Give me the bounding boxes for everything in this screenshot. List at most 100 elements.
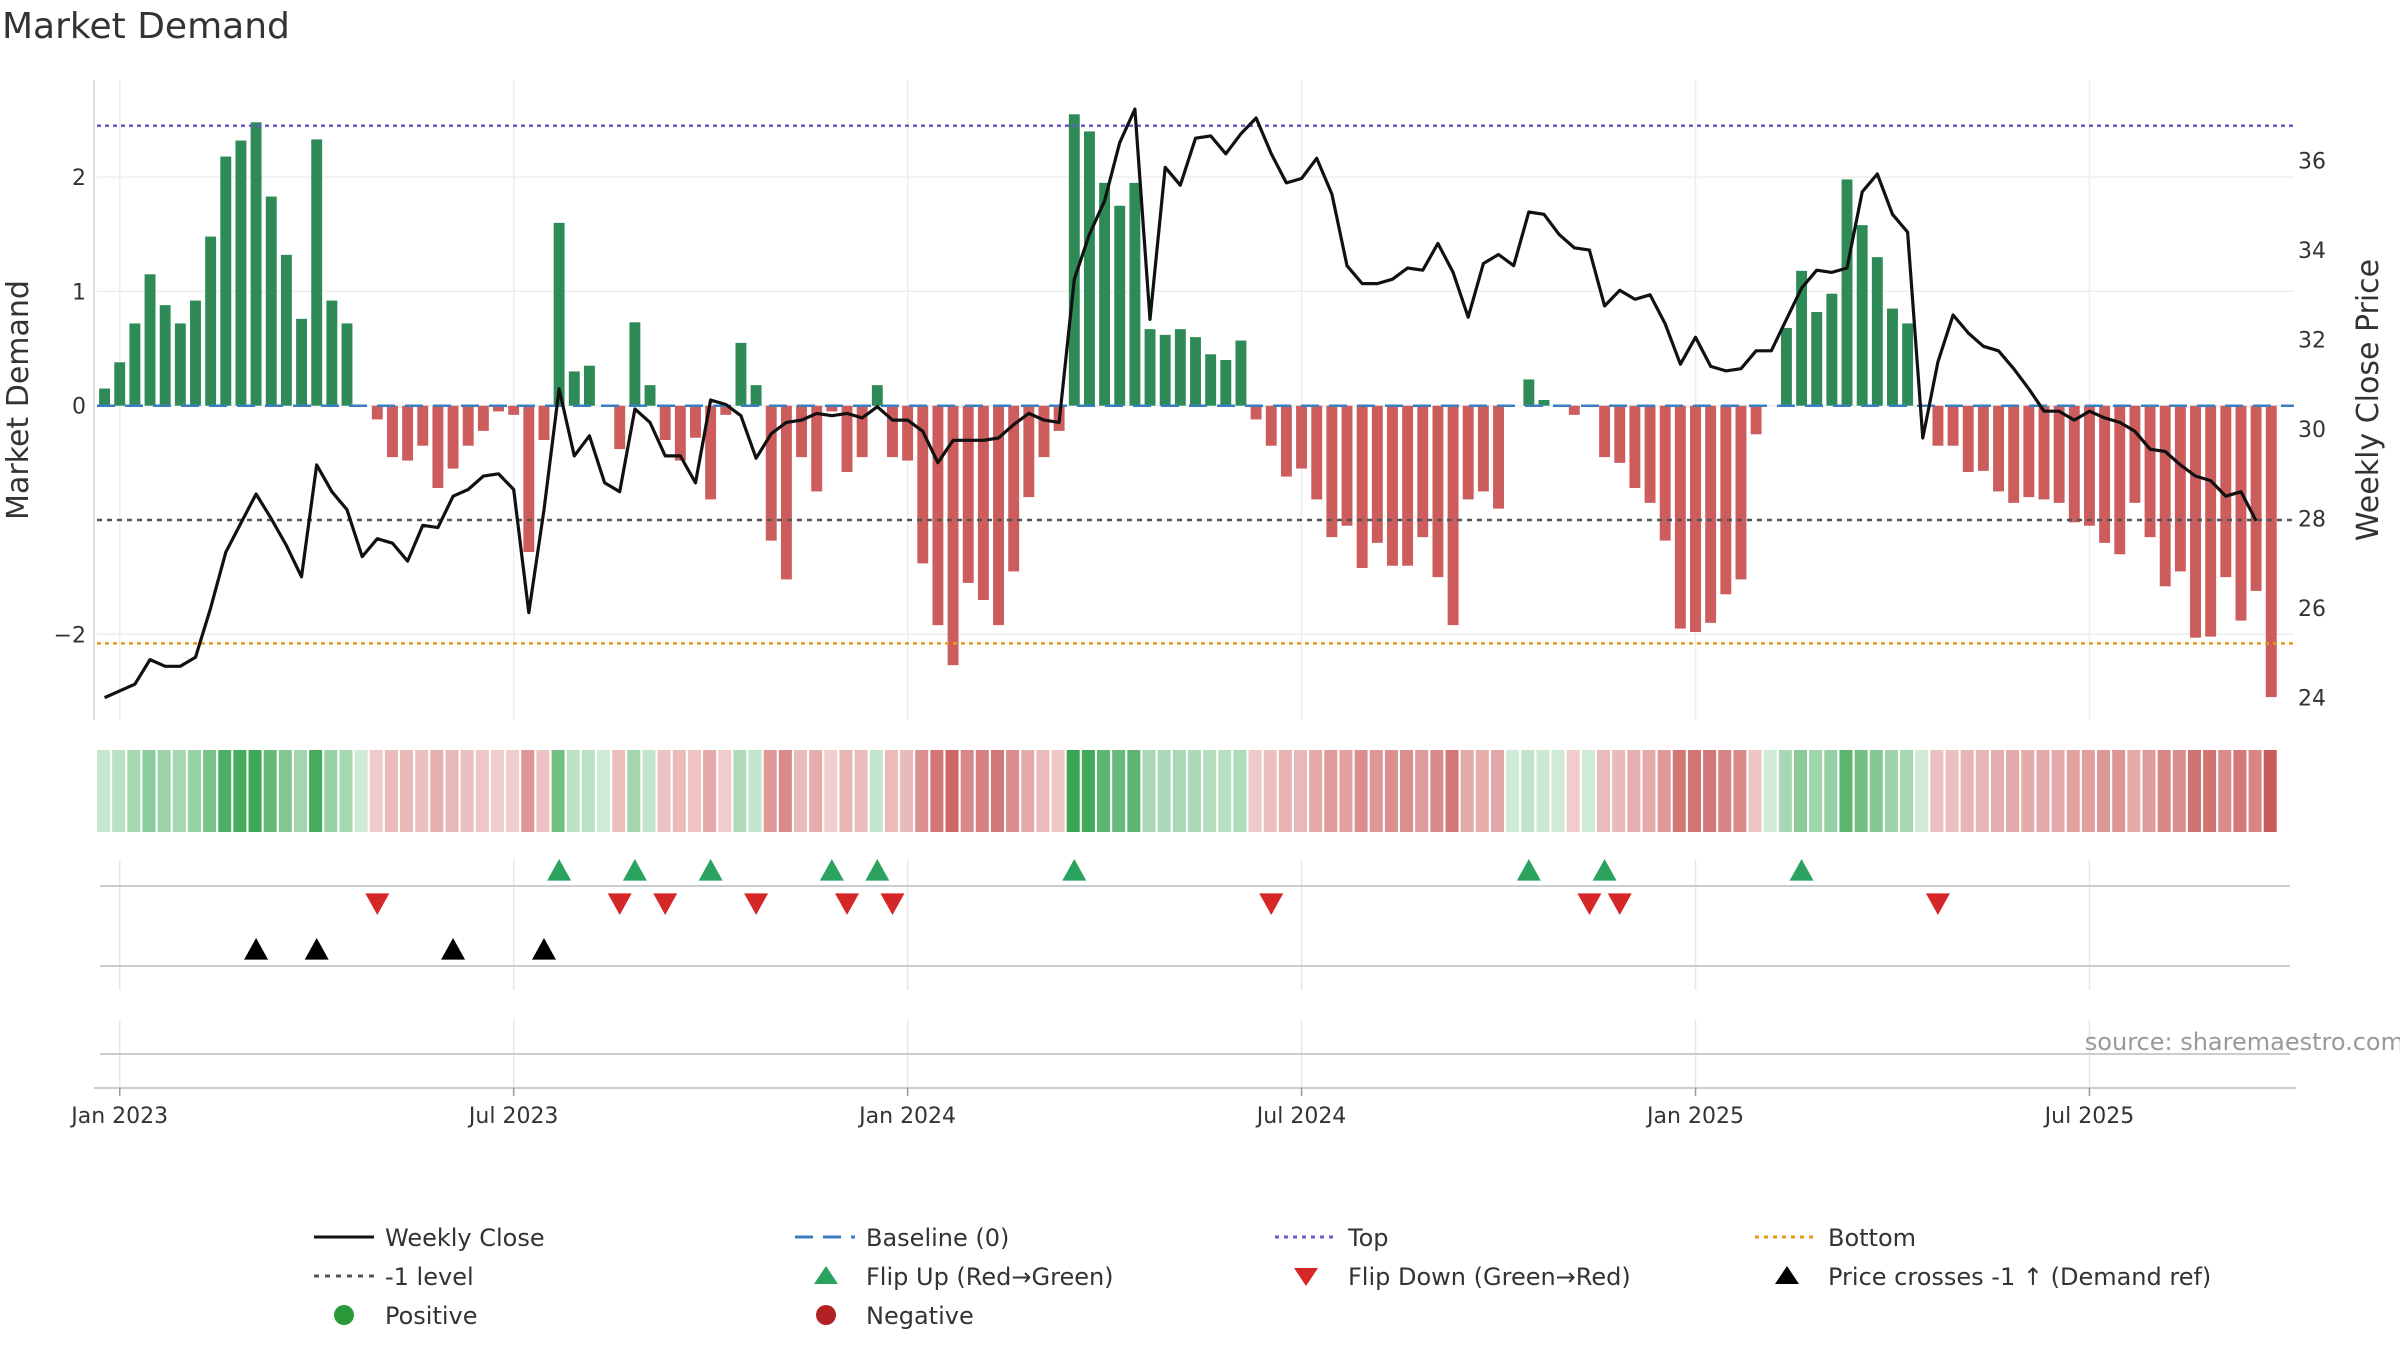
heat-cell [1263, 750, 1277, 832]
heat-cell [1990, 750, 2004, 832]
y-tick-label: −2 [54, 623, 86, 648]
heat-cell [384, 750, 398, 832]
negative-demand-bar [2144, 405, 2156, 538]
negative-demand-bar [1735, 405, 1747, 580]
positive-demand-bar [250, 122, 262, 406]
heat-cell [1445, 750, 1459, 832]
heat-cell [566, 750, 580, 832]
negative-demand-bar [1341, 405, 1353, 526]
legend-positive-label: Positive [385, 1302, 478, 1330]
negative-demand-bar [2114, 405, 2126, 555]
heat-cell [278, 750, 292, 832]
heat-cell [233, 750, 247, 832]
negative-demand-bar [2190, 405, 2201, 638]
flip-up-marker [547, 859, 572, 881]
heat-cell [127, 750, 141, 832]
heat-cell [2172, 750, 2186, 832]
heat-cell [172, 750, 186, 832]
heat-cell [521, 750, 535, 832]
source-credit: source: sharemaestro.com [2085, 1028, 2400, 1056]
heat-cell [460, 750, 474, 832]
positive-demand-bar [114, 362, 126, 406]
heat-cell [157, 750, 171, 832]
positive-demand-bar [1841, 179, 1853, 406]
negative-demand-bar [780, 405, 792, 580]
positive-demand-bar [1811, 312, 1823, 406]
heat-cell [1490, 750, 1504, 832]
heat-cell [1809, 750, 1823, 832]
heat-cell [1460, 750, 1474, 832]
flip-up-marker [865, 859, 890, 881]
heat-cell [1703, 750, 1717, 832]
negative-demand-bar [1659, 405, 1671, 541]
negative-demand-bar [1402, 405, 1414, 566]
heat-cell [657, 750, 671, 832]
positive-demand-bar [1129, 182, 1141, 406]
heat-cell [475, 750, 489, 832]
heat-cell [1960, 750, 1974, 832]
heat-cell [687, 750, 701, 832]
negative-demand-bar [2129, 405, 2141, 503]
heat-cell [793, 750, 808, 832]
negative-demand-bar [1493, 405, 1504, 509]
heat-cell [1218, 750, 1232, 832]
negative-demand-bar [2023, 405, 2035, 498]
y-tick-label: 0 [72, 395, 86, 420]
positive-demand-bar [1538, 400, 1550, 406]
heat-cell [1869, 750, 1883, 832]
event-panel: Jan 2023 Jul 2023 Jan 2024 Jul 2024 Jan 2025… [69, 859, 2296, 1129]
heat-cell [324, 750, 338, 832]
positive-demand-bar [629, 322, 641, 406]
heat-cell [1566, 750, 1580, 832]
positive-demand-bar [326, 300, 338, 406]
positive-demand-bar [159, 305, 171, 406]
y-axis-label: Market Demand [1, 280, 36, 520]
heat-cell [1793, 750, 1808, 832]
y2-tick-label: 34 [2298, 239, 2326, 264]
flip-down-marker [365, 893, 390, 915]
negative-demand-bar [1614, 405, 1626, 463]
heat-cell [2203, 750, 2217, 832]
positive-demand-bar [1856, 225, 1868, 406]
negative-demand-bar [493, 405, 504, 412]
negative-demand-bar [1477, 405, 1489, 492]
positive-demand-bar [1068, 114, 1080, 406]
x-tick-label: Jul 2023 [467, 1104, 559, 1129]
price-cross-marker [304, 938, 329, 960]
heat-cell [2112, 750, 2126, 832]
negative-demand-bar [2099, 405, 2111, 543]
legend-cross-label: Price crosses -1 ↑ (Demand ref) [1828, 1263, 2211, 1291]
heat-cell [1581, 750, 1595, 832]
heat-cell [354, 750, 368, 832]
negative-demand-bar [1629, 405, 1641, 488]
negative-demand-bar [887, 405, 898, 458]
negative-demand-bar [1038, 405, 1050, 458]
negative-demand-bar [1705, 405, 1717, 623]
heat-cell [763, 750, 777, 832]
x-tick-label: Jul 2024 [1255, 1104, 1347, 1129]
heat-cell [1066, 750, 1080, 832]
negative-demand-bar [947, 405, 959, 666]
heat-cell [703, 750, 717, 832]
negative-demand-bar [2235, 405, 2247, 621]
positive-demand-bar [1826, 293, 1838, 406]
negative-demand-bar [1690, 405, 1701, 632]
heat-cell [2218, 750, 2232, 832]
heat-cell [2263, 750, 2277, 832]
heat-cell [1430, 750, 1444, 832]
heat-cell [369, 750, 383, 832]
positive-demand-bar [1871, 257, 1883, 406]
positive-demand-bar [1114, 205, 1126, 406]
heat-cell [203, 750, 217, 832]
heat-cell [142, 750, 156, 832]
heat-cell [218, 750, 232, 832]
demand-heat-strip [97, 750, 2277, 832]
heat-cell [187, 750, 201, 832]
negative-demand-bar [1993, 405, 2004, 492]
negative-demand-bar [1432, 405, 1444, 578]
heat-cell [2021, 750, 2035, 832]
negative-demand-bar [2250, 405, 2262, 591]
negative-demand-bar [1265, 405, 1277, 446]
negative-demand-bar [614, 405, 626, 450]
positive-demand-bar [1235, 340, 1247, 406]
